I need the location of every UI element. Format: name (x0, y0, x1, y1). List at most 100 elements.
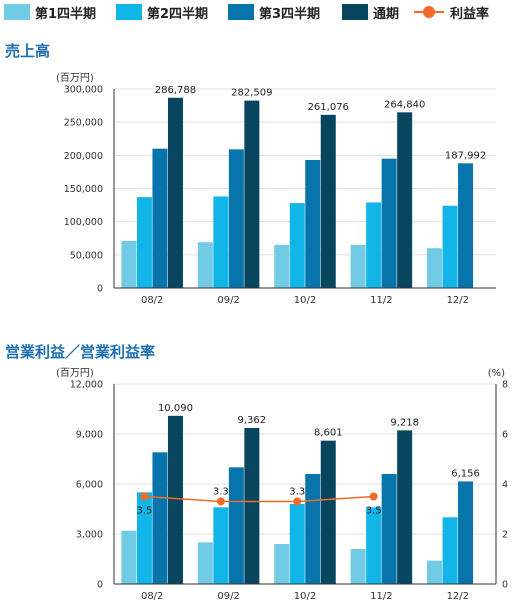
c1-data-label: 8,601 (314, 428, 343, 439)
legend-swatch-q2 (116, 4, 142, 20)
c0-bar (244, 100, 260, 289)
c1-bar (136, 492, 152, 584)
c1-margin-label: 3.5 (136, 506, 152, 517)
c1-bar (121, 530, 137, 584)
c0-bar (136, 197, 152, 288)
c0-data-label: 187,992 (445, 150, 486, 161)
c0-y-tick-label: 50,000 (70, 250, 103, 261)
c0-bar (167, 97, 183, 288)
c1-margin-point (140, 492, 149, 501)
c1-y-axis-unit: (百万円) (56, 367, 94, 379)
c0-data-label: 261,076 (308, 102, 349, 113)
c1-y-tick-label: 12,000 (70, 380, 103, 391)
c1-bar (289, 504, 305, 584)
c0-bar (305, 159, 321, 288)
c0-bar (320, 114, 336, 289)
c1-x-tick-label: 08/2 (141, 591, 163, 601)
c0-bar (350, 244, 366, 288)
c1-y2-tick-label: 2 (502, 530, 508, 541)
legend-label-q3: 第3四半期 (259, 6, 321, 22)
c1-margin-label: 3.3 (213, 487, 229, 498)
c1-data-label: 6,156 (451, 468, 480, 479)
c0-bar (152, 148, 168, 288)
c1-y-tick-label: 6,000 (76, 480, 103, 491)
c0-y-axis-unit: (百万円) (56, 72, 94, 84)
c1-bar (381, 474, 397, 584)
c1-data-label: 9,218 (390, 417, 419, 428)
c1-x-tick-label: 10/2 (294, 591, 316, 601)
legend-line-marker-icon (414, 4, 444, 20)
c0-x-tick-label: 12/2 (447, 295, 469, 306)
c1-margin-point (293, 497, 302, 506)
c1-y2-tick-label: 8 (502, 380, 508, 391)
c0-bar (381, 158, 397, 288)
c0-y-tick-label: 150,000 (64, 184, 103, 195)
sales-chart-title: 売上高 (5, 42, 51, 60)
c1-bar (350, 549, 366, 584)
c1-bar (274, 544, 290, 584)
c1-x-tick-label: 09/2 (217, 591, 239, 601)
c0-bar (213, 196, 229, 288)
c0-bar (121, 240, 137, 288)
c1-y-tick-label: 9,000 (76, 430, 103, 441)
c1-data-label: 9,362 (238, 415, 267, 426)
c0-bar (228, 149, 244, 288)
c1-bar (458, 481, 474, 584)
legend-item-q2: 第2四半期 (116, 3, 209, 22)
c1-bar (152, 452, 168, 584)
c0-x-tick-label: 10/2 (294, 295, 316, 306)
c0-y-tick-label: 300,000 (64, 85, 103, 96)
c1-margin-point (369, 492, 378, 501)
legend-label-q1: 第1四半期 (35, 6, 97, 22)
legend-label-q2: 第2四半期 (147, 6, 209, 22)
c1-margin-line (144, 495, 374, 503)
c0-data-label: 282,509 (231, 88, 272, 99)
c1-y2-tick-label: 0 (502, 580, 508, 591)
profit-chart: (百万円) (%) 0 3,000 6,000 9,000 12,000 0 2 4 6 8 10,09… (56, 367, 508, 601)
legend-item-margin: 利益率 (414, 3, 490, 22)
c1-bar (228, 467, 244, 584)
c0-bar (397, 112, 413, 288)
c0-y-tick-label: 200,000 (64, 151, 103, 162)
c0-bar (366, 202, 382, 288)
c0-y-tick-label: 0 (97, 284, 103, 295)
c0-y-tick-label: 100,000 (64, 217, 103, 228)
c1-y2-tick-label: 4 (502, 480, 508, 491)
c1-bar (305, 474, 321, 584)
c1-bar (366, 507, 382, 584)
c0-data-label: 286,788 (155, 85, 196, 96)
c1-x-tick-label: 11/2 (370, 591, 392, 601)
legend-item-q1: 第1四半期 (4, 3, 97, 22)
c1-margin-label: 3.3 (289, 487, 305, 498)
c0-bar (197, 242, 213, 288)
c0-bar (458, 163, 474, 288)
c1-y2-axis-unit: (%) (488, 368, 505, 379)
legend-label-margin: 利益率 (450, 6, 490, 22)
c1-y-tick-label: 0 (97, 580, 103, 591)
legend-item-fy: 通期 (342, 3, 400, 22)
c1-y2-tick-label: 6 (502, 430, 508, 441)
c1-x-tick-label: 12/2 (447, 591, 469, 601)
c0-x-tick-label: 11/2 (370, 295, 392, 306)
c1-bar (397, 430, 413, 584)
c1-bar (213, 507, 229, 584)
legend-swatch-q1 (4, 4, 30, 20)
c1-data-label: 10,090 (158, 403, 193, 414)
legend: 第1四半期 第2四半期 第3四半期 通期 利益率 (0, 0, 531, 26)
c0-y-tick-label: 250,000 (64, 118, 103, 129)
c1-bar (244, 427, 260, 584)
c1-bar (442, 517, 458, 584)
legend-swatch-q3 (228, 4, 254, 20)
sales-chart: (百万円) 0 50,000 100,000 150,000 200,000 250,000… (56, 72, 496, 306)
c1-margin-label: 3.5 (366, 506, 382, 517)
c1-y-tick-label: 3,000 (76, 530, 103, 541)
c0-bar (442, 205, 458, 288)
c0-bar (274, 244, 290, 288)
c0-x-tick-label: 09/2 (217, 295, 239, 306)
c1-bar (167, 415, 183, 584)
c0-data-label: 264,840 (384, 99, 425, 110)
legend-label-fy: 通期 (373, 6, 400, 22)
c0-x-tick-label: 08/2 (141, 295, 163, 306)
legend-swatch-fy (342, 4, 368, 20)
c1-margin-point (216, 497, 225, 506)
